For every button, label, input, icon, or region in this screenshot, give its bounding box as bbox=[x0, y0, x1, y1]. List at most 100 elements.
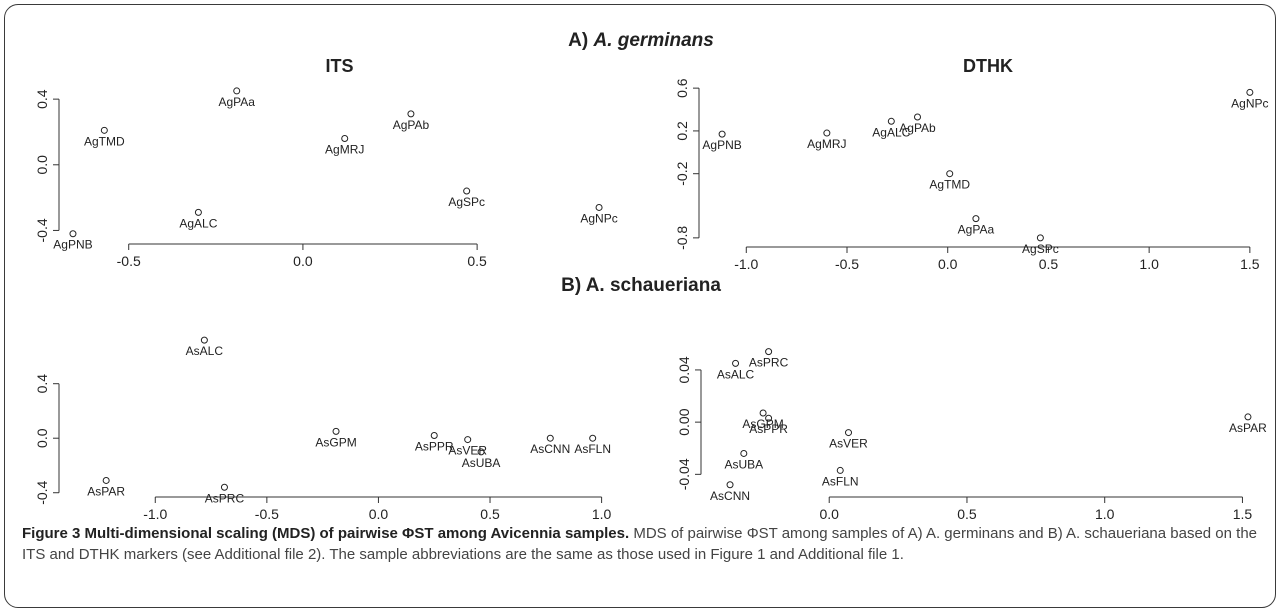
point-label: AgTMD bbox=[84, 134, 125, 148]
point-ascnn bbox=[546, 434, 554, 442]
point-asppr bbox=[430, 431, 438, 439]
point-asalc bbox=[200, 336, 208, 344]
x-tick-label: -0.5 bbox=[117, 253, 141, 269]
y-tick-label: -0.2 bbox=[674, 161, 690, 185]
chart-its: ITS -0.5 0.0 0.5 -0.4 0.0 0.4 AgPAa AgPAb AgTMD Ag… bbox=[34, 56, 618, 269]
chart-schaueriana-its: -1.0 -0.5 0.0 0.5 1.0 -0.4 0.0 0.4 AsALC AsGPM AsP… bbox=[34, 336, 612, 520]
point-label: AsPRC bbox=[749, 356, 789, 370]
point-label: AsVER bbox=[829, 437, 868, 451]
x-tick-label: 0.5 bbox=[957, 506, 977, 520]
point-agpaa bbox=[233, 87, 241, 95]
point-label: AsFLN bbox=[574, 442, 611, 456]
point-label: AsUBA bbox=[462, 456, 501, 470]
point-label: AsFLN bbox=[822, 474, 859, 488]
point-label: AgSPc bbox=[448, 195, 485, 209]
point-label: AsPRC bbox=[205, 491, 245, 505]
y-tick-label: 0.4 bbox=[34, 89, 50, 109]
point-label: AsPAR bbox=[87, 484, 125, 498]
chart-title: ITS bbox=[325, 56, 353, 76]
point-asfln bbox=[589, 434, 597, 442]
point-asalc bbox=[732, 359, 740, 367]
point-agnpc bbox=[595, 203, 603, 211]
y-tick-label: 0.2 bbox=[674, 121, 690, 141]
point-label: AgPAb bbox=[899, 121, 936, 135]
x-tick-label: 0.0 bbox=[938, 256, 958, 272]
x-tick-label: 0.0 bbox=[293, 253, 313, 269]
point-label: AgPNB bbox=[53, 238, 92, 252]
point-aspar bbox=[1244, 413, 1252, 421]
point-label: AsVER bbox=[448, 444, 487, 458]
figure-caption: Figure 3 Multi-dimensional scaling (MDS)… bbox=[22, 523, 1264, 565]
point-agpnb bbox=[69, 230, 77, 238]
x-tick-label: 1.0 bbox=[1139, 256, 1159, 272]
point-agspc bbox=[463, 187, 471, 195]
point-agpab bbox=[407, 110, 415, 118]
point-label: AsALC bbox=[717, 367, 755, 381]
x-tick-label: 1.5 bbox=[1233, 506, 1253, 520]
point-label: AgTMD bbox=[929, 178, 970, 192]
point-asgpm bbox=[332, 427, 340, 435]
y-tick-label: 0.0 bbox=[34, 428, 50, 448]
point-agtmd bbox=[946, 170, 954, 178]
point-asppr bbox=[765, 414, 773, 422]
point-label: AgPAb bbox=[393, 118, 430, 132]
point-agmrj bbox=[823, 129, 831, 137]
y-tick-label: 0.4 bbox=[34, 374, 50, 394]
y-tick-label: 0.00 bbox=[676, 408, 692, 435]
point-agpnb bbox=[718, 130, 726, 138]
point-label: AgALC bbox=[872, 125, 910, 139]
point-label: AgNPc bbox=[1231, 96, 1268, 110]
y-tick-label: -0.04 bbox=[676, 458, 692, 490]
y-tick-label: -0.8 bbox=[674, 226, 690, 250]
point-label: AsPPR bbox=[415, 439, 454, 453]
point-label: AsCNN bbox=[530, 442, 570, 456]
point-agalc bbox=[887, 117, 895, 125]
chart-title: DTHK bbox=[963, 56, 1013, 76]
chart-dthk: DTHK -1.0 -0.5 0.0 0.5 1.0 1.5 -0.8 -0.2 0.2 0.6 Ag… bbox=[674, 56, 1269, 272]
x-tick-label: 0.0 bbox=[819, 506, 839, 520]
x-tick-label: 0.5 bbox=[467, 253, 487, 269]
point-asprc bbox=[220, 483, 228, 491]
point-label: AgPAa bbox=[218, 95, 255, 109]
point-ascnn bbox=[726, 481, 734, 489]
x-tick-label: -1.0 bbox=[143, 506, 167, 520]
point-label: AgALC bbox=[179, 216, 217, 230]
figure-frame bbox=[4, 4, 1276, 608]
caption-head: Figure 3 Multi-dimensional scaling (MDS)… bbox=[22, 525, 630, 542]
point-label: AsUBA bbox=[724, 457, 763, 471]
x-tick-label: -0.5 bbox=[835, 256, 859, 272]
point-label: AsALC bbox=[186, 344, 224, 358]
point-agtmd bbox=[100, 126, 108, 134]
y-tick-label: 0.04 bbox=[676, 356, 692, 383]
point-label: AgPNB bbox=[702, 138, 741, 152]
x-tick-label: 0.5 bbox=[1039, 256, 1059, 272]
x-tick-label: -0.5 bbox=[255, 506, 279, 520]
point-agpaa bbox=[972, 215, 980, 223]
point-label: AsGPM bbox=[315, 435, 356, 449]
point-agpab bbox=[914, 113, 921, 121]
point-label: AsPPR bbox=[749, 422, 788, 436]
caption-body: MDS of pairwise ΦST among samples of A) … bbox=[22, 525, 1258, 563]
point-asgpm bbox=[759, 409, 767, 417]
y-tick-label: -0.4 bbox=[34, 480, 50, 504]
point-asfln bbox=[836, 466, 844, 474]
point-label: AsPAR bbox=[1229, 421, 1267, 435]
x-tick-label: 0.5 bbox=[480, 506, 500, 520]
point-agspc bbox=[1036, 234, 1044, 242]
point-asver bbox=[464, 436, 472, 444]
mds-figure: ITS -0.5 0.0 0.5 -0.4 0.0 0.4 AgPAa AgPAb AgTMD Ag… bbox=[34, 56, 1269, 520]
point-asuba bbox=[477, 448, 485, 456]
panel-b-title: B) A. schaueriana bbox=[561, 275, 721, 296]
point-asuba bbox=[740, 449, 748, 457]
point-agalc bbox=[194, 208, 202, 216]
x-tick-label: 0.0 bbox=[369, 506, 389, 520]
panel-a-title: A) A. germinans bbox=[568, 30, 714, 51]
point-label: AgNPc bbox=[580, 211, 617, 225]
y-tick-label: -0.4 bbox=[34, 218, 50, 242]
y-tick-label: 0.6 bbox=[674, 78, 690, 98]
y-tick-label: 0.0 bbox=[34, 155, 50, 175]
x-tick-label: -1.0 bbox=[734, 256, 758, 272]
x-tick-label: 1.5 bbox=[1240, 256, 1260, 272]
point-label: AsGPM bbox=[742, 417, 783, 431]
